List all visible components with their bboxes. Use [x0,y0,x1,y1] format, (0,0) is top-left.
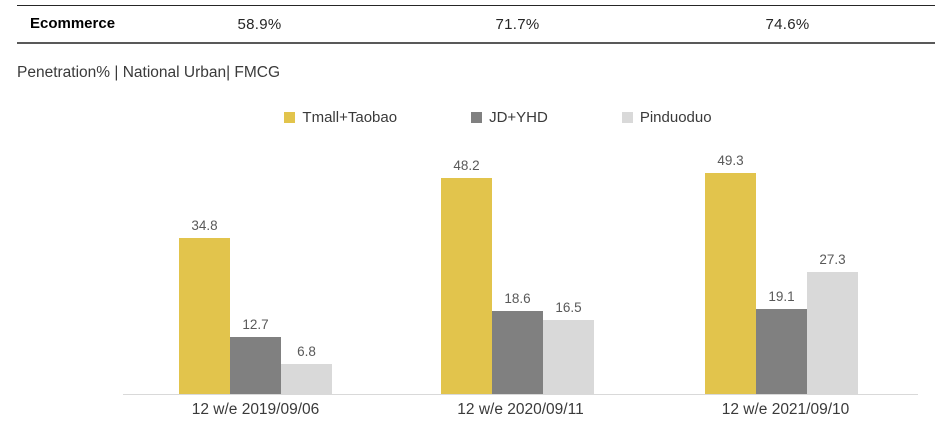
bar-tmall-taobao: 34.8 [179,218,230,394]
bar-value-label: 16.5 [555,300,582,315]
legend-color-swatch [471,112,483,123]
bar-jd-yhd: 12.7 [230,317,281,394]
chart-title: Penetration% | National Urban| FMCG [17,64,281,81]
summary-value-2021: 74.6% [765,16,810,33]
bar-value-label: 27.3 [819,252,846,267]
bar-group: 34.8 12.7 6.8 [179,218,332,394]
bar-jd-yhd: 18.6 [492,291,543,394]
plot-area: 34.8 12.7 6.8 48.2 18.6 16.5 49.3 19.1 27.3 [123,148,918,395]
bar-value-label: 12.7 [242,317,269,332]
summary-value-2019: 58.9% [237,16,282,33]
x-axis-label: 12 w/e 2021/09/10 [721,401,850,418]
bar-jd-yhd: 19.1 [756,289,807,394]
bar-pinduoduo: 6.8 [281,344,332,394]
legend-label: Tmall+Taobao [302,109,398,126]
bar-group: 48.2 18.6 16.5 [441,158,594,394]
x-axis-label: 12 w/e 2020/09/11 [457,401,584,418]
bar-tmall-taobao: 49.3 [705,153,756,394]
summary-table: Ecommerce 58.9% 71.7% 74.6% [17,5,935,44]
bar-value-label: 18.6 [504,291,531,306]
legend-label: Pinduoduo [639,109,712,126]
legend-item-pinduoduo: Pinduoduo [621,109,712,126]
bar-tmall-taobao: 48.2 [441,158,492,394]
x-axis-label: 12 w/e 2019/09/06 [191,401,320,418]
bar-pinduoduo: 27.3 [807,252,858,394]
bar-group: 49.3 19.1 27.3 [705,153,858,394]
bar-value-label: 19.1 [768,289,795,304]
bar-value-label: 6.8 [297,344,316,359]
summary-row: Ecommerce 58.9% 71.7% 74.6% [17,6,935,42]
legend-color-swatch [621,112,633,123]
summary-value-2020: 71.7% [495,16,540,33]
legend-item-jd-yhd: JD+YHD [471,109,548,126]
x-axis-labels: 12 w/e 2019/09/06 12 w/e 2020/09/11 12 w/e… [123,401,918,423]
chart-legend: Tmall+Taobao JD+YHD Pinduoduo [0,109,940,126]
legend-color-swatch [284,112,296,123]
summary-row-label: Ecommerce [30,15,116,32]
bar-value-label: 49.3 [717,153,744,168]
bar-value-label: 34.8 [191,218,218,233]
bar-pinduoduo: 16.5 [543,300,594,394]
legend-item-tmall-taobao: Tmall+Taobao [284,109,397,126]
bar-value-label: 48.2 [453,158,480,173]
legend-label: JD+YHD [489,109,548,126]
